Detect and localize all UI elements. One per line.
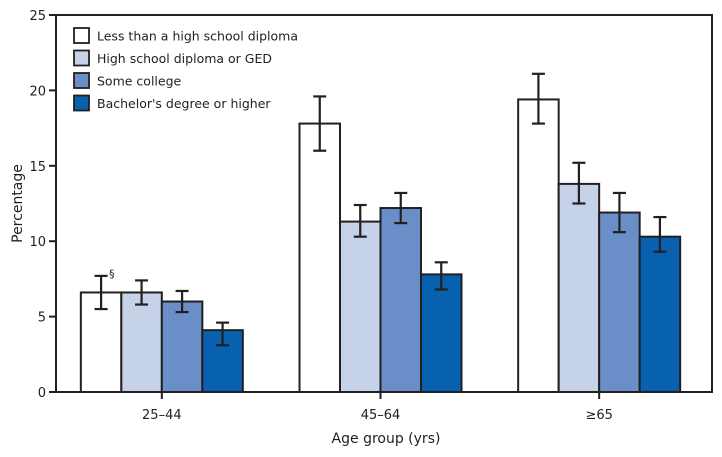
error-bars-layer (94, 72, 667, 347)
legend-item: Less than a high school diploma (73, 27, 298, 44)
bar (339, 220, 382, 393)
bar (298, 122, 341, 394)
bar (420, 273, 463, 394)
y-tick-label: 15 (29, 160, 46, 175)
x-axis-ticks: 25–44 45–64 ≥65 (142, 392, 613, 423)
y-axis-ticks: 0 5 10 15 20 25 (29, 9, 56, 401)
error-bar (135, 279, 149, 306)
error-bar (531, 72, 545, 125)
bar (557, 182, 601, 393)
x-tick-label: 25–44 (142, 408, 182, 423)
bar (160, 300, 204, 393)
legend-label: Some college (97, 74, 182, 89)
y-tick-label: 10 (29, 235, 46, 250)
legend-swatch (73, 94, 90, 112)
annotations: § (109, 267, 115, 280)
y-axis-title: Percentage (10, 164, 26, 243)
y-tick-label: 5 (38, 311, 46, 326)
legend-label: High school diploma or GED (97, 51, 272, 66)
error-bar (313, 95, 327, 152)
error-bar (175, 289, 189, 314)
legend-swatch (73, 72, 90, 89)
y-tick-label: 0 (38, 386, 46, 401)
x-tick-label: ≥65 (585, 408, 612, 423)
legend-label: Bachelor's degree or higher (97, 96, 271, 111)
error-bar (572, 161, 586, 205)
footnote-marker: § (109, 267, 115, 280)
legend: Less than a high school diploma High scho… (73, 27, 298, 112)
legend-swatch (73, 49, 90, 67)
y-tick-label: 20 (29, 84, 46, 99)
error-bar (434, 261, 448, 291)
x-tick-label: 45–64 (361, 408, 401, 423)
error-bar (353, 203, 367, 238)
y-tick-label: 25 (29, 9, 46, 24)
plot-frame (55, 14, 713, 393)
bar (638, 235, 682, 393)
error-bar (394, 191, 408, 225)
bar (598, 211, 641, 393)
error-bar (612, 191, 626, 234)
error-bar (653, 215, 667, 253)
legend-swatch (73, 27, 90, 44)
x-axis-title: Age group (yrs) (332, 431, 441, 447)
error-bar (216, 321, 230, 347)
bar (379, 207, 422, 393)
bars-layer (79, 98, 682, 394)
bar (517, 98, 560, 393)
bar (120, 291, 163, 393)
legend-label: Less than a high school diploma (97, 29, 298, 44)
legend-item: High school diploma or GED (73, 49, 272, 67)
legend-item: Bachelor's degree or higher (73, 94, 271, 112)
error-bar (94, 274, 108, 311)
legend-item: Some college (73, 72, 182, 89)
axes-layer (55, 14, 713, 393)
